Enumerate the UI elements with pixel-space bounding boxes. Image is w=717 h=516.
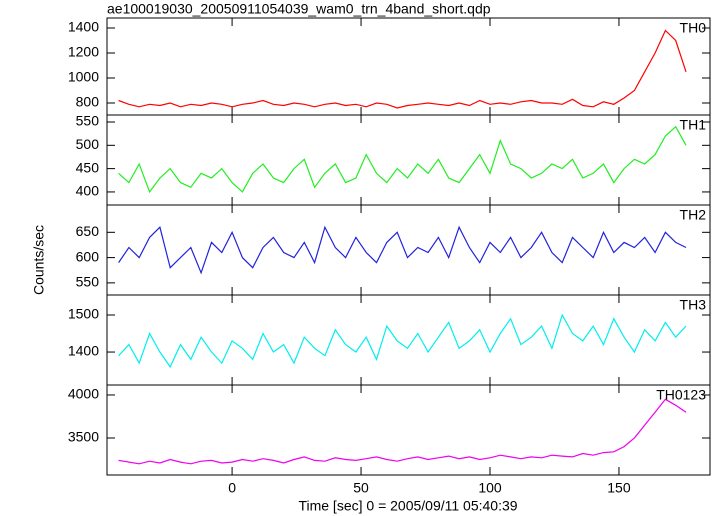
y-tick-label: 650: [76, 223, 100, 239]
chart-title: ae100019030_20050911054039_wam0_trn_4ban…: [107, 1, 491, 17]
y-tick-label: 4000: [68, 386, 99, 402]
panel-label: TH2: [680, 207, 707, 223]
x-tick-label: 100: [478, 480, 502, 496]
y-tick-label: 450: [76, 159, 100, 175]
light-curve: [118, 398, 687, 465]
y-tick-label: 550: [76, 274, 100, 290]
x-axis-label: Time [sec] 0 = 2005/09/11 05:40:39: [298, 498, 517, 514]
y-axis-label: Counts/sec: [31, 225, 47, 295]
light-curve: [118, 125, 687, 194]
y-tick-label: 1000: [68, 69, 99, 85]
y-tick-label: 600: [76, 248, 100, 264]
x-tick-label: 50: [353, 480, 369, 496]
panel-label: TH1: [680, 117, 707, 133]
x-tick-label: 0: [228, 480, 236, 496]
panel-label: TH3: [680, 297, 707, 313]
panel-label: TH0: [680, 20, 707, 36]
light-curve: [118, 29, 687, 109]
y-tick-label: 500: [76, 136, 100, 152]
panel-label: TH0123: [656, 387, 706, 403]
light-curve: [118, 313, 687, 369]
y-tick-label: 1500: [68, 306, 99, 322]
panel-frame: [106, 384, 711, 476]
light-curve: [118, 225, 687, 275]
y-tick-label: 3500: [68, 429, 99, 445]
y-tick-label: 1400: [68, 343, 99, 359]
y-tick-label: 800: [76, 94, 100, 110]
y-tick-label: 400: [76, 183, 100, 199]
y-tick-label: 1200: [68, 44, 99, 60]
x-tick-label: 150: [607, 480, 631, 496]
y-tick-label: 550: [76, 113, 100, 129]
y-tick-label: 1400: [68, 19, 99, 35]
